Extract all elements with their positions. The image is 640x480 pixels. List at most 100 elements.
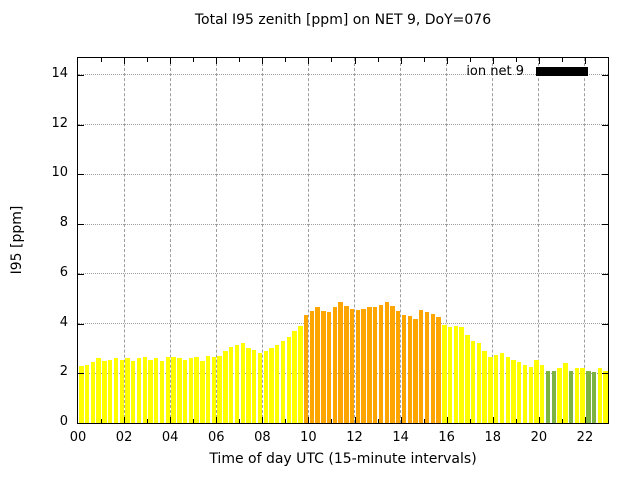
data-bar [136,358,142,423]
x-tick [147,58,149,62]
data-bar [338,302,343,423]
y-tick [78,174,84,176]
y-tick [602,174,608,176]
data-bar [517,362,522,423]
x-tick-label: 08 [254,430,271,445]
y-gridline [78,323,608,325]
data-bar [217,355,222,423]
x-gridline [446,58,448,423]
data-bar [119,359,124,423]
data-bar [522,364,528,423]
x-tick-label: 18 [484,430,502,445]
x-tick [515,419,517,423]
x-tick [285,419,287,423]
data-bar [90,362,96,423]
x-tick [193,58,195,62]
x-tick [147,419,149,423]
y-tick [78,273,84,275]
x-tick [492,417,494,423]
y-tick [78,74,84,76]
data-bar [182,359,188,423]
data-bar [465,334,470,423]
x-tick [354,58,356,64]
y-tick-label: 10 [51,165,68,181]
data-bar [355,309,361,423]
x-tick [446,58,448,64]
data-bar [511,359,516,423]
data-bar [223,350,228,423]
x-tick [561,58,563,62]
data-bar [419,309,424,423]
data-bar [303,314,309,423]
x-tick [285,58,287,62]
data-bar [298,326,303,423]
x-tick [377,58,379,62]
data-bar [234,344,240,423]
data-bar [453,326,459,423]
plot-area: ion net 9 [77,57,609,424]
data-bar [159,360,165,423]
data-bar [407,316,412,423]
x-tick [584,58,586,64]
data-bar [568,370,574,423]
y-tick [78,373,84,375]
data-bar [378,304,384,423]
data-bar [148,359,153,423]
data-bar [430,313,435,423]
y-tick [602,124,608,126]
data-bar [424,312,430,423]
x-tick [170,58,172,64]
x-tick [400,58,402,64]
x-tick-label: 10 [300,430,317,445]
data-bar [534,359,539,423]
x-tick [354,417,356,423]
y-tick [78,323,84,325]
x-gridline [538,58,540,423]
data-bar [580,368,585,423]
y-tick-label: 6 [59,264,68,280]
data-bar [436,317,441,423]
x-tick [308,417,310,423]
y-tick-label: 4 [59,314,68,330]
x-gridline [400,58,402,423]
data-bar [349,308,355,423]
y-gridline [78,173,608,175]
x-tick [239,58,241,62]
data-bar [563,363,568,423]
data-bar [292,331,297,423]
data-bar [165,357,170,423]
x-tick [101,58,103,62]
data-bar [315,307,320,423]
y-gridline [78,223,608,225]
x-gridline [584,58,586,423]
x-gridline [169,58,171,423]
data-bar [344,306,349,423]
data-bar [557,368,562,423]
x-tick-label: 16 [438,430,455,445]
x-tick [216,58,218,64]
x-tick [423,58,425,62]
data-bar [361,308,366,423]
data-bar [96,358,101,423]
data-bar [396,311,401,423]
x-tick [308,58,310,64]
y-tick [602,224,608,226]
x-gridline [261,58,263,423]
x-tick [331,58,333,62]
data-bar [321,311,326,423]
x-tick [538,58,540,64]
data-bar [228,347,234,423]
data-bar [597,368,603,423]
data-bar [390,306,395,423]
y-tick [78,124,84,126]
x-tick [423,419,425,423]
x-tick [101,419,103,423]
data-bar [200,360,205,423]
x-tick-label: 20 [530,430,548,445]
data-bar [373,307,378,423]
x-tick [561,419,563,423]
data-bar [586,370,591,423]
data-bar [551,370,556,423]
x-gridline [492,58,494,423]
x-tick [446,417,448,423]
